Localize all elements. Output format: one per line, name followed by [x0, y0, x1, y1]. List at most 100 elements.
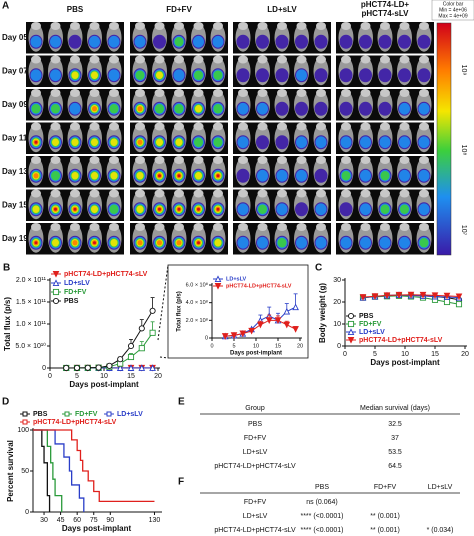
mouse-head: [360, 223, 371, 231]
marker: [214, 282, 222, 290]
mouse-head: [380, 122, 390, 131]
signal: [236, 168, 250, 183]
table-cell: 53.5: [388, 449, 402, 456]
signal: [339, 202, 353, 217]
y-tick-label: 0: [337, 343, 341, 350]
mouse-head: [31, 189, 41, 198]
mouse-head: [174, 156, 184, 164]
marker: [149, 307, 156, 314]
mouse-head: [277, 55, 287, 64]
panel-label: C: [315, 263, 322, 274]
signal: [54, 207, 57, 211]
marker: [214, 275, 222, 283]
mouse-head: [135, 156, 145, 164]
signal: [275, 101, 289, 116]
group-header: PBS: [67, 5, 84, 14]
table-header: LD+sLV: [428, 484, 453, 491]
legend-label: PBS: [64, 298, 79, 305]
mouse-head: [70, 223, 80, 231]
mouse-head: [238, 189, 248, 198]
signal: [399, 136, 410, 149]
x-axis-label: Days post-implant: [62, 524, 132, 533]
signal: [194, 70, 203, 81]
signal: [33, 173, 39, 179]
marker: [455, 301, 463, 308]
signal: [237, 102, 249, 115]
signal: [175, 138, 183, 146]
panel-label: D: [2, 397, 9, 408]
signal: [108, 69, 120, 82]
mouse-head: [360, 22, 371, 30]
mouse-head: [174, 189, 184, 198]
table-cell: ** (0.001): [370, 513, 400, 520]
signal: [237, 236, 249, 249]
signal: [296, 236, 307, 249]
signal: [174, 36, 184, 47]
legend-label: LD+sLV: [226, 276, 247, 282]
signal: [237, 136, 249, 149]
marker: [230, 332, 238, 339]
signal: [379, 236, 391, 249]
mouse-head: [70, 189, 80, 198]
signal: [34, 241, 38, 245]
mouse-head: [419, 122, 429, 131]
mouse-head: [380, 89, 390, 97]
mouse-head: [89, 22, 100, 30]
mouse-head: [50, 189, 61, 198]
mouse-head: [277, 89, 287, 97]
mouse-head: [154, 189, 165, 198]
legend-label: FD+FV: [359, 321, 382, 328]
mouse-head: [154, 55, 165, 64]
mouse-head: [193, 22, 204, 30]
x-tick-label: 45: [57, 517, 65, 524]
mouse-head: [296, 156, 307, 164]
signal: [176, 240, 182, 246]
signal: [134, 35, 146, 48]
signal: [197, 241, 200, 245]
signal: [257, 169, 268, 182]
mouse-head: [277, 122, 287, 131]
signal: [418, 136, 430, 149]
day-label: Day 13: [2, 167, 28, 176]
mouse-head: [238, 156, 248, 164]
signal: [136, 172, 144, 180]
day-label: Day 09: [2, 100, 28, 109]
signal: [109, 103, 119, 114]
x-tick-label: 10: [253, 343, 259, 349]
signal: [417, 34, 431, 49]
mouse-head: [31, 223, 41, 231]
mouse-head: [31, 122, 41, 131]
mouse-head: [193, 156, 204, 164]
signal: [177, 174, 181, 178]
marker: [248, 327, 255, 335]
mouse-head: [174, 55, 184, 64]
legend-label: pHCT74-LD+pHCT74-sLV: [33, 419, 117, 426]
signal: [314, 101, 328, 116]
mouse-head: [419, 89, 429, 97]
signal: [52, 239, 59, 247]
signal: [315, 203, 327, 216]
mouse-head: [296, 189, 307, 198]
signal: [213, 103, 223, 114]
signal: [418, 169, 430, 182]
x-tick-label: 0: [343, 351, 347, 358]
signal: [72, 240, 78, 246]
day-label: Day 07: [2, 66, 28, 75]
y-tick-label: 50: [21, 468, 29, 475]
marker: [73, 364, 81, 371]
mouse-head: [154, 89, 165, 97]
legend-label: pHCT74-LD+pHCT74-sLV: [359, 337, 443, 344]
legend-swatch-box: [22, 411, 28, 417]
y-tick-label: 100: [17, 427, 29, 434]
mouse-head: [135, 89, 145, 97]
signal: [340, 136, 352, 149]
signal: [257, 236, 268, 249]
signal: [399, 236, 410, 249]
signal: [276, 203, 288, 216]
mouse-head: [316, 156, 326, 164]
mouse-head: [399, 122, 410, 131]
table-cell: ns (0.064): [306, 499, 338, 506]
marker: [149, 329, 156, 336]
